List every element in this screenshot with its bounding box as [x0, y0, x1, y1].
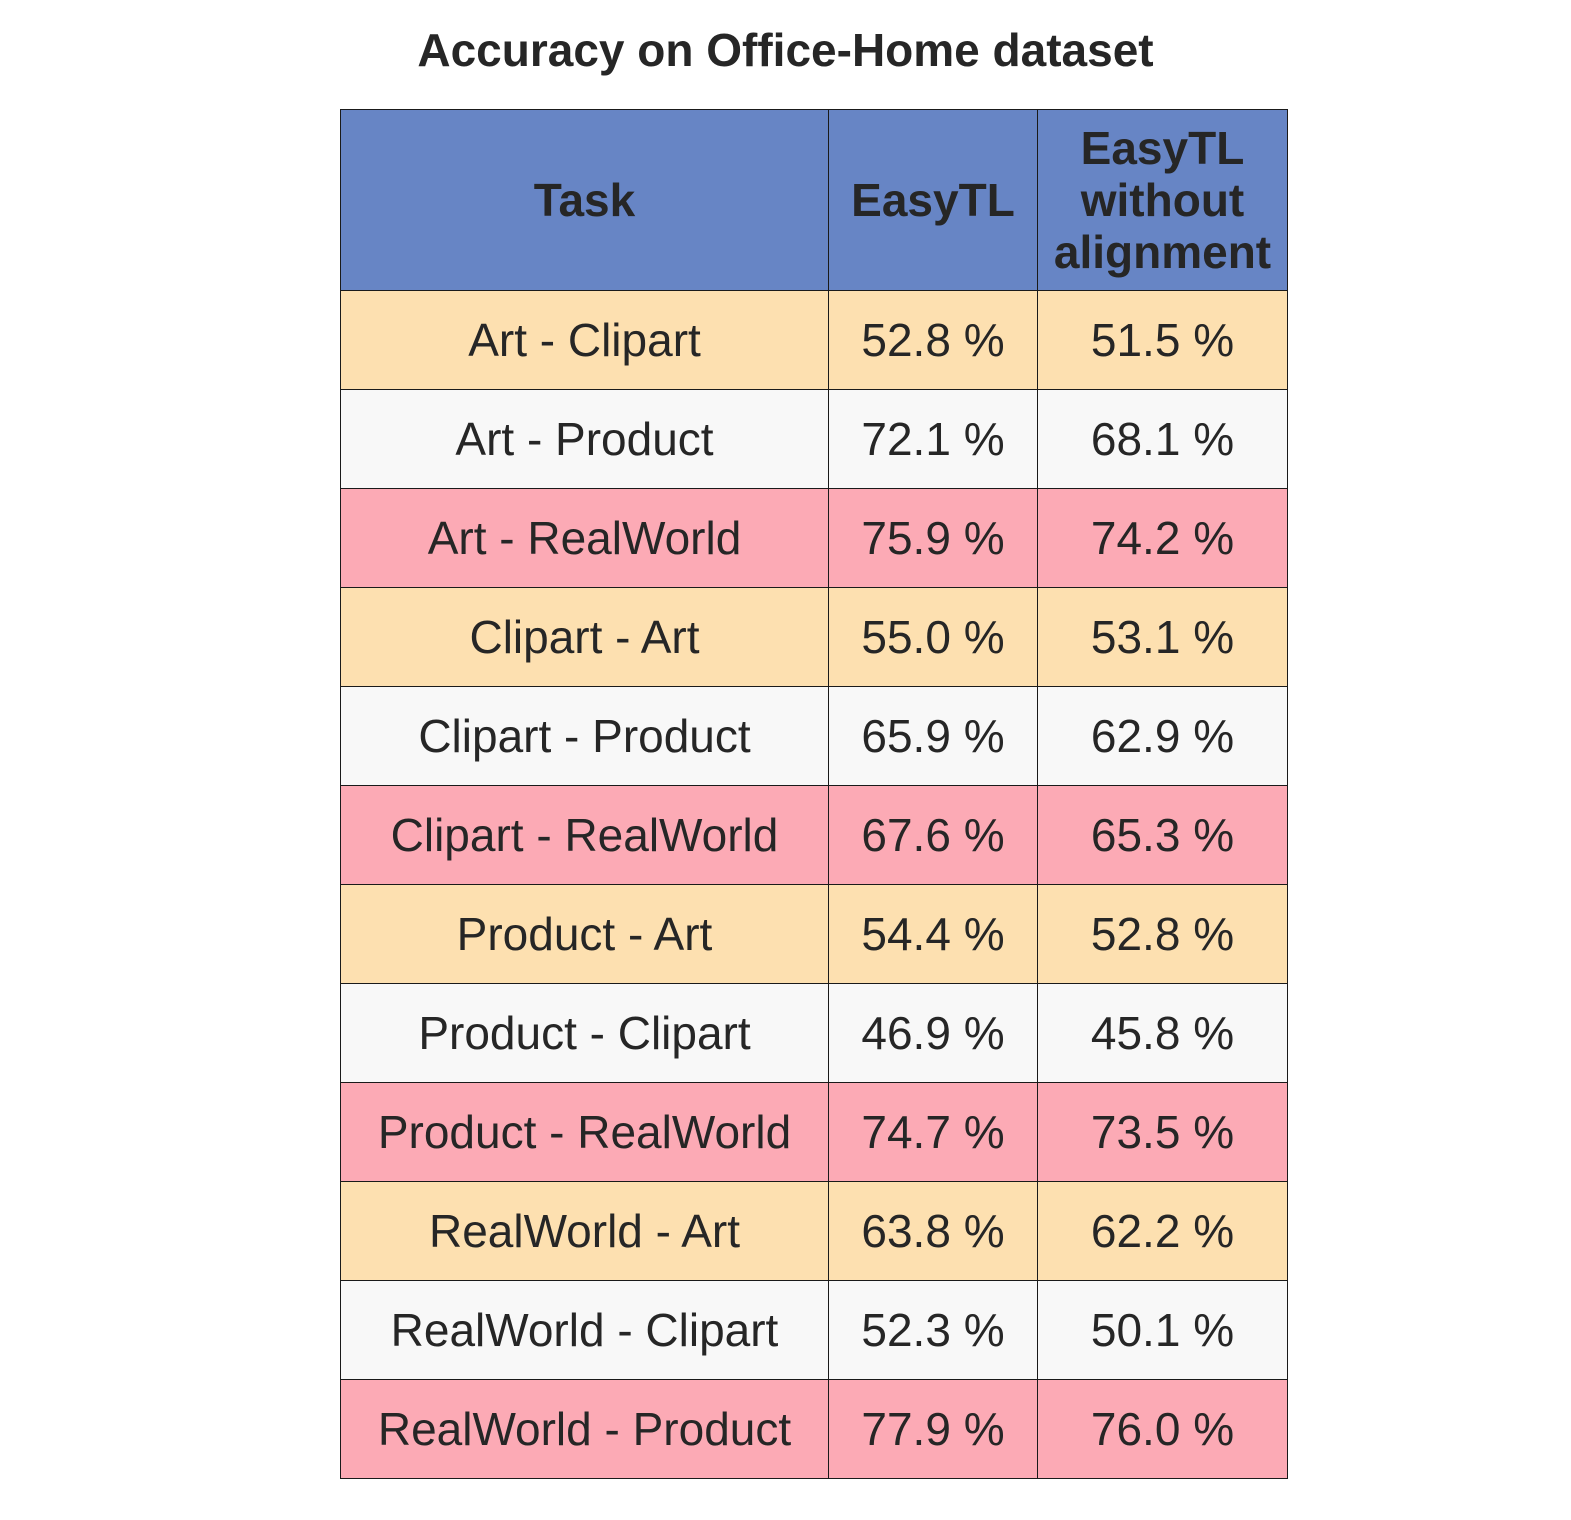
easytl-cell: 67.6 %	[828, 785, 1038, 885]
easytl-without-alignment-cell: 50.1 %	[1037, 1280, 1288, 1380]
task-cell: Art - Product	[340, 389, 829, 489]
table-row: RealWorld - Clipart 52.3 % 50.1 %	[340, 1280, 1288, 1380]
results-table-container: Task EasyTL EasyTL without alignment Art…	[340, 109, 1288, 1479]
easytl-cell: 54.4 %	[828, 884, 1038, 984]
task-cell: Clipart - RealWorld	[340, 785, 829, 885]
chart-title: Accuracy on Office-Home dataset	[417, 24, 1154, 76]
easytl-without-alignment-cell: 65.3 %	[1037, 785, 1288, 885]
table-row: Product - Art 54.4 % 52.8 %	[340, 884, 1288, 984]
easytl-without-alignment-cell: 52.8 %	[1037, 884, 1288, 984]
task-cell: RealWorld - Product	[340, 1379, 829, 1479]
easytl-without-alignment-cell: 45.8 %	[1037, 983, 1288, 1083]
easytl-cell: 63.8 %	[828, 1181, 1038, 1281]
easytl-cell: 77.9 %	[828, 1379, 1038, 1479]
easytl-without-alignment-cell: 74.2 %	[1037, 488, 1288, 588]
easytl-cell: 75.9 %	[828, 488, 1038, 588]
easytl-without-alignment-cell: 73.5 %	[1037, 1082, 1288, 1182]
task-cell: RealWorld - Clipart	[340, 1280, 829, 1380]
easytl-cell: 52.3 %	[828, 1280, 1038, 1380]
table-row: Clipart - Art 55.0 % 53.1 %	[340, 587, 1288, 687]
header-cell-easytl: EasyTL	[828, 109, 1038, 291]
easytl-cell: 52.8 %	[828, 290, 1038, 390]
table-row: Product - RealWorld 74.7 % 73.5 %	[340, 1082, 1288, 1182]
table-row: Clipart - Product 65.9 % 62.9 %	[340, 686, 1288, 786]
table-row: Art - Product 72.1 % 68.1 %	[340, 389, 1288, 489]
header-cell-task: Task	[340, 109, 829, 291]
table-row: RealWorld - Product 77.9 % 76.0 %	[340, 1379, 1288, 1479]
easytl-without-alignment-cell: 51.5 %	[1037, 290, 1288, 390]
table-row: RealWorld - Art 63.8 % 62.2 %	[340, 1181, 1288, 1281]
table-row: Product - Clipart 46.9 % 45.8 %	[340, 983, 1288, 1083]
task-cell: Art - Clipart	[340, 290, 829, 390]
easytl-without-alignment-cell: 76.0 %	[1037, 1379, 1288, 1479]
table-header: Task EasyTL EasyTL without alignment	[340, 109, 1288, 291]
task-cell: Product - RealWorld	[340, 1082, 829, 1182]
easytl-cell: 55.0 %	[828, 587, 1038, 687]
header-cell-easytl-without-alignment: EasyTL without alignment	[1037, 109, 1288, 291]
easytl-without-alignment-cell: 68.1 %	[1037, 389, 1288, 489]
easytl-without-alignment-cell: 62.2 %	[1037, 1181, 1288, 1281]
table-row: Art - RealWorld 75.9 % 74.2 %	[340, 488, 1288, 588]
easytl-cell: 46.9 %	[828, 983, 1038, 1083]
easytl-without-alignment-cell: 62.9 %	[1037, 686, 1288, 786]
task-cell: Product - Art	[340, 884, 829, 984]
header-row: Task EasyTL EasyTL without alignment	[340, 109, 1288, 291]
results-table: Task EasyTL EasyTL without alignment Art…	[340, 109, 1288, 1479]
task-cell: Clipart - Art	[340, 587, 829, 687]
table-row: Art - Clipart 52.8 % 51.5 %	[340, 290, 1288, 390]
task-cell: Product - Clipart	[340, 983, 829, 1083]
table-row: Clipart - RealWorld 67.6 % 65.3 %	[340, 785, 1288, 885]
task-cell: Art - RealWorld	[340, 488, 829, 588]
task-cell: Clipart - Product	[340, 686, 829, 786]
table-body: Art - Clipart 52.8 % 51.5 % Art - Product 72…	[340, 290, 1288, 1479]
easytl-cell: 72.1 %	[828, 389, 1038, 489]
easytl-cell: 65.9 %	[828, 686, 1038, 786]
task-cell: RealWorld - Art	[340, 1181, 829, 1281]
easytl-cell: 74.7 %	[828, 1082, 1038, 1182]
easytl-without-alignment-cell: 53.1 %	[1037, 587, 1288, 687]
